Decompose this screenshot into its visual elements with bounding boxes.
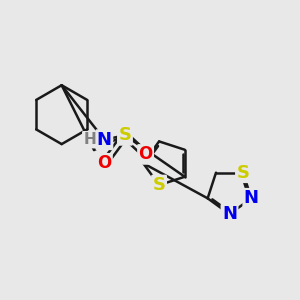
Text: S: S: [236, 164, 250, 181]
Text: O: O: [139, 146, 153, 164]
Text: N: N: [97, 131, 112, 149]
Text: N: N: [222, 205, 237, 223]
Text: H: H: [83, 132, 96, 147]
Text: S: S: [153, 176, 166, 194]
Text: O: O: [97, 154, 112, 172]
Text: N: N: [244, 189, 259, 207]
Text: S: S: [118, 126, 131, 144]
